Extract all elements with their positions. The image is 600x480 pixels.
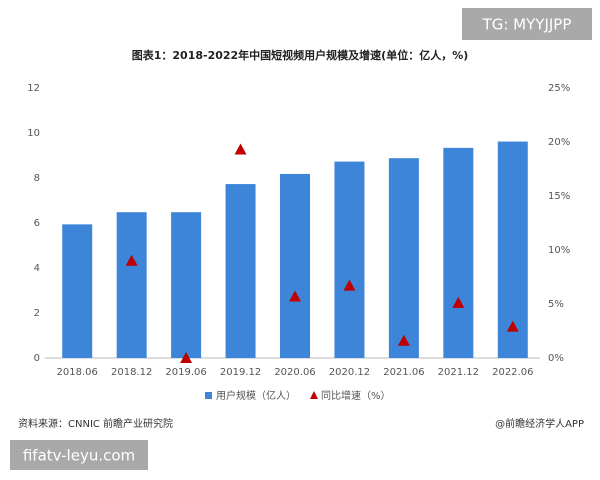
x-tick-label: 2018.12 (111, 367, 152, 378)
triangle-marker (343, 279, 356, 291)
overlay-text: TG: MYYJJPP (482, 16, 572, 34)
triangle-marker (452, 296, 465, 308)
y2-tick-label: 5% (548, 299, 564, 310)
legend-swatch (205, 392, 212, 399)
y-tick-label: 0 (34, 353, 40, 364)
x-tick-label: 2019.12 (220, 367, 261, 378)
triangle-marker (397, 334, 410, 346)
bar (443, 147, 474, 358)
bar (62, 224, 93, 358)
bar (334, 161, 365, 358)
x-tick-label: 2022.06 (492, 367, 533, 378)
y-tick-label: 4 (34, 263, 40, 274)
y-tick-label: 2 (34, 308, 40, 319)
y-tick-label: 10 (27, 128, 40, 139)
overlay-box (462, 8, 592, 40)
overlay-box (10, 440, 148, 470)
y-tick-label: 8 (34, 173, 40, 184)
source: 资料来源：CNNIC 前瞻产业研究院 (18, 417, 173, 430)
bar (388, 158, 419, 358)
legend-swatch (310, 391, 318, 399)
triangle-marker (289, 290, 301, 302)
y2-tick-label: 15% (548, 191, 570, 202)
bar (280, 173, 310, 358)
y2-tick-label: 25% (548, 83, 570, 94)
y2-tick-label: 0% (548, 353, 564, 364)
credit: @前瞻经济学人APP (495, 417, 584, 430)
bar (116, 212, 147, 358)
y2-tick-label: 10% (548, 245, 570, 256)
x-tick-label: 2021.12 (438, 367, 479, 378)
overlay-text: fifatv-leyu.com (23, 447, 135, 465)
chart-title: 图表1：2018-2022年中国短视频用户规模及增速(单位：亿人，%) (132, 48, 469, 62)
legend-label: 同比增速（%） (321, 389, 391, 402)
x-tick-label: 2018.06 (57, 367, 98, 378)
triangle-marker (125, 254, 138, 266)
triangle-marker (180, 352, 193, 363)
y-tick-label: 12 (27, 83, 40, 94)
triangle-marker (234, 143, 247, 155)
x-tick-label: 2020.06 (274, 367, 315, 378)
bar (171, 212, 202, 358)
x-tick-label: 2021.06 (383, 367, 424, 378)
y2-tick-label: 20% (548, 137, 570, 148)
y-tick-label: 6 (34, 218, 40, 229)
bar (225, 184, 256, 358)
x-tick-label: 2019.06 (165, 367, 206, 378)
triangle-marker (506, 320, 519, 332)
legend-label: 用户规模（亿人） (216, 389, 296, 402)
x-tick-label: 2020.12 (329, 367, 370, 378)
